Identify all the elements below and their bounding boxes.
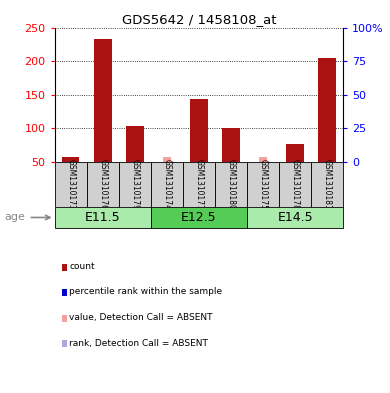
Text: GSM1310176: GSM1310176 bbox=[98, 159, 107, 210]
Text: E14.5: E14.5 bbox=[277, 211, 313, 224]
Bar bbox=[247, 207, 343, 228]
Bar bbox=[151, 207, 247, 228]
Text: count: count bbox=[69, 262, 95, 271]
Text: GSM1310174: GSM1310174 bbox=[162, 159, 171, 210]
Text: GSM1310173: GSM1310173 bbox=[66, 159, 75, 210]
Text: percentile rank within the sample: percentile rank within the sample bbox=[69, 288, 223, 296]
Bar bbox=[55, 207, 151, 228]
Bar bbox=[183, 162, 215, 207]
Bar bbox=[279, 162, 311, 207]
Text: rank, Detection Call = ABSENT: rank, Detection Call = ABSENT bbox=[69, 339, 208, 347]
Text: age: age bbox=[5, 213, 50, 222]
Text: E11.5: E11.5 bbox=[85, 211, 121, 224]
Bar bbox=[119, 162, 151, 207]
Bar bbox=[311, 162, 343, 207]
Text: E12.5: E12.5 bbox=[181, 211, 217, 224]
Bar bbox=[94, 39, 112, 162]
Title: GDS5642 / 1458108_at: GDS5642 / 1458108_at bbox=[122, 13, 276, 26]
Bar bbox=[247, 162, 279, 207]
Bar bbox=[62, 157, 80, 162]
Text: GSM1310177: GSM1310177 bbox=[194, 159, 204, 210]
Bar bbox=[190, 99, 208, 162]
Text: GSM1310180: GSM1310180 bbox=[227, 159, 236, 210]
Bar bbox=[259, 158, 267, 162]
Text: GSM1310181: GSM1310181 bbox=[323, 159, 332, 210]
Bar bbox=[286, 144, 304, 162]
Bar bbox=[151, 162, 183, 207]
Bar bbox=[215, 162, 247, 207]
Text: GSM1310179: GSM1310179 bbox=[130, 159, 139, 210]
Bar bbox=[87, 162, 119, 207]
Bar bbox=[163, 158, 171, 162]
Text: value, Detection Call = ABSENT: value, Detection Call = ABSENT bbox=[69, 313, 213, 322]
Bar bbox=[222, 128, 240, 162]
Bar bbox=[318, 59, 336, 162]
Bar bbox=[55, 162, 87, 207]
Text: GSM1310178: GSM1310178 bbox=[291, 159, 300, 210]
Text: GSM1310175: GSM1310175 bbox=[259, 159, 268, 210]
Bar bbox=[126, 126, 144, 162]
